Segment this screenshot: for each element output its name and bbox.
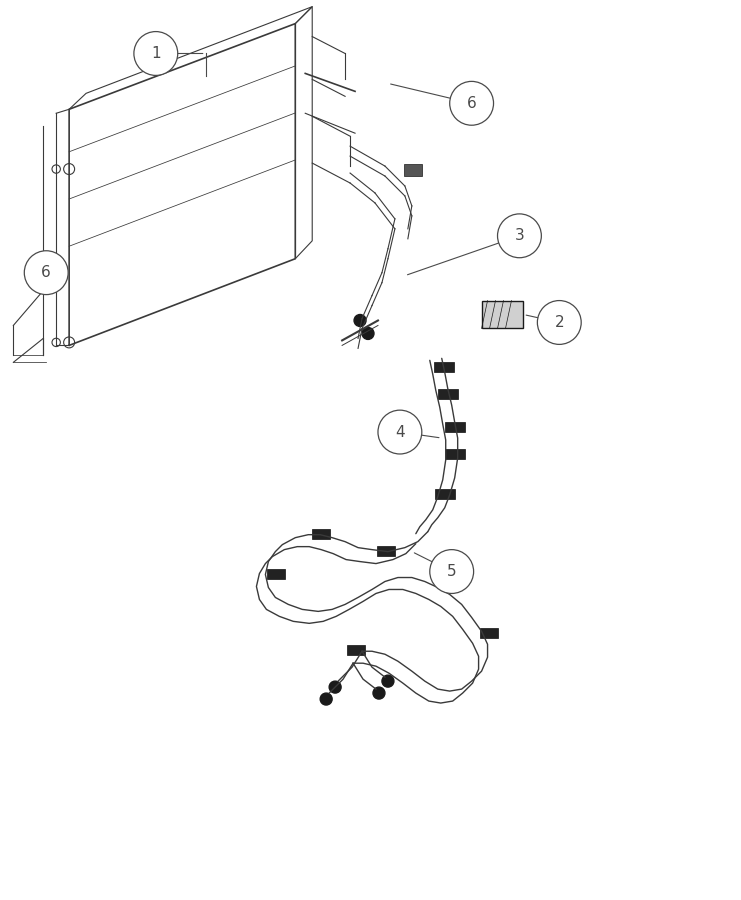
Bar [445, 449, 465, 459]
Bar [433, 363, 453, 373]
Bar [268, 569, 285, 579]
Bar [377, 545, 395, 555]
Circle shape [373, 687, 385, 699]
Bar [479, 628, 497, 638]
Bar [438, 389, 458, 400]
Circle shape [497, 214, 542, 257]
Circle shape [134, 32, 178, 76]
Text: 6: 6 [467, 95, 476, 111]
Circle shape [320, 693, 332, 705]
Bar [312, 528, 330, 539]
Circle shape [329, 681, 341, 693]
Circle shape [362, 328, 374, 339]
Text: 6: 6 [41, 266, 51, 280]
Bar [347, 645, 365, 655]
Circle shape [537, 301, 581, 345]
Text: 2: 2 [554, 315, 564, 330]
FancyBboxPatch shape [404, 164, 422, 176]
Text: 4: 4 [395, 425, 405, 439]
Bar [445, 422, 465, 432]
Circle shape [450, 81, 494, 125]
FancyBboxPatch shape [482, 301, 523, 328]
Circle shape [430, 550, 473, 593]
Bar [435, 489, 455, 499]
Circle shape [354, 314, 366, 327]
Text: 1: 1 [151, 46, 161, 61]
Circle shape [378, 410, 422, 454]
Text: 3: 3 [514, 229, 525, 243]
Circle shape [382, 675, 394, 687]
Text: 5: 5 [447, 564, 456, 579]
Circle shape [24, 251, 68, 294]
